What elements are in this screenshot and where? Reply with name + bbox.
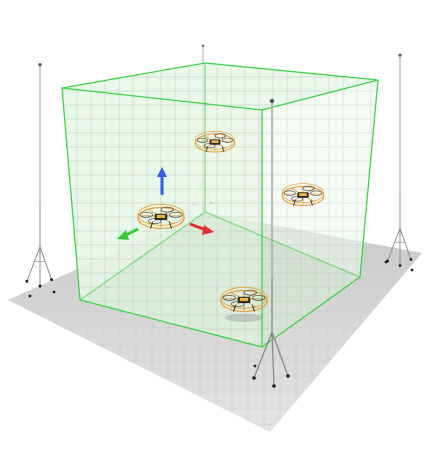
tripod-back-right — [385, 52, 413, 268]
tripod-front-center — [252, 98, 290, 388]
x-axis-arrow — [189, 222, 214, 235]
cage-edges — [61, 62, 379, 348]
drone-front-floor — [220, 286, 268, 322]
z-axis-arrow — [157, 167, 167, 195]
floor-markers — [28, 260, 414, 368]
cage-wall-grid-right — [262, 80, 378, 347]
tripod-back-left — [24, 62, 54, 289]
y-axis-arrow — [117, 227, 139, 240]
